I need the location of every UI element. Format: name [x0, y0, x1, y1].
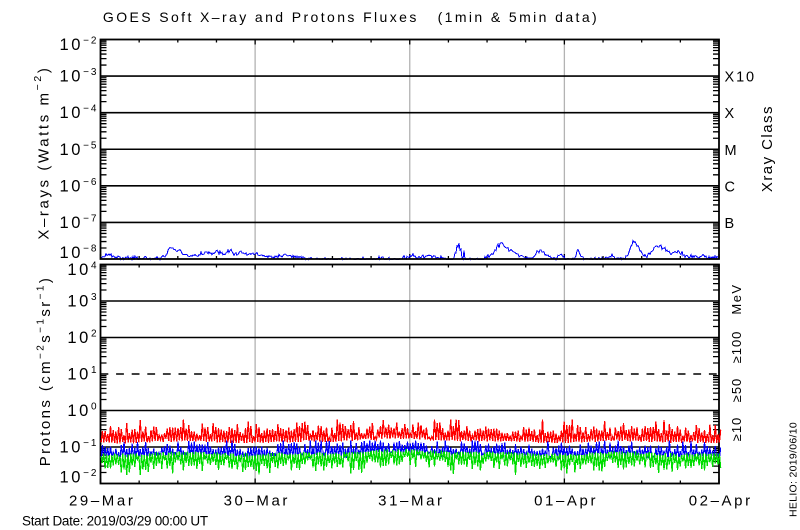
- svg-text:102: 102: [67, 329, 98, 348]
- svg-text:30–Mar: 30–Mar: [224, 493, 290, 510]
- svg-text:X: X: [725, 106, 737, 122]
- svg-text:M: M: [725, 143, 739, 159]
- svg-text:MeV: MeV: [729, 283, 744, 314]
- svg-text:Start Date: 2019/03/29 00:00 U: Start Date: 2019/03/29 00:00 UT: [22, 514, 208, 529]
- svg-text:≥100: ≥100: [729, 331, 744, 364]
- svg-text:101: 101: [67, 365, 98, 384]
- svg-text:GOES Soft X–ray and Protons Fl: GOES Soft X–ray and Protons Fluxes (1min…: [103, 9, 599, 25]
- svg-text:HELIO: 2019/06/10: HELIO: 2019/06/10: [788, 422, 800, 517]
- svg-text:C: C: [725, 179, 737, 195]
- svg-text:≥10: ≥10: [729, 417, 744, 442]
- svg-text:103: 103: [67, 292, 98, 311]
- svg-text:B: B: [725, 216, 737, 232]
- svg-text:Protons (cm−2s−1sr−1): Protons (cm−2s−1sr−1): [36, 276, 55, 466]
- svg-text:104: 104: [67, 261, 98, 280]
- svg-text:X10: X10: [725, 70, 757, 86]
- svg-text:29–Mar: 29–Mar: [69, 493, 135, 510]
- svg-text:X–rays (Watts m−2): X–rays (Watts m−2): [32, 66, 53, 240]
- svg-text:01–Apr: 01–Apr: [534, 493, 598, 510]
- svg-text:10−1: 10−1: [60, 438, 99, 457]
- svg-text:10−5: 10−5: [60, 140, 99, 159]
- svg-text:10−4: 10−4: [60, 104, 99, 123]
- svg-text:≥50: ≥50: [729, 378, 744, 403]
- svg-text:10−3: 10−3: [60, 67, 99, 86]
- svg-text:10−8: 10−8: [60, 244, 99, 263]
- svg-text:10−2: 10−2: [60, 36, 99, 55]
- svg-text:10−6: 10−6: [60, 177, 99, 196]
- svg-text:Xray Class: Xray Class: [759, 105, 776, 192]
- svg-text:10−7: 10−7: [60, 213, 99, 232]
- svg-text:02–Apr: 02–Apr: [689, 493, 753, 510]
- svg-text:10−2: 10−2: [60, 468, 99, 487]
- svg-text:31–Mar: 31–Mar: [378, 493, 444, 510]
- svg-text:100: 100: [67, 402, 98, 421]
